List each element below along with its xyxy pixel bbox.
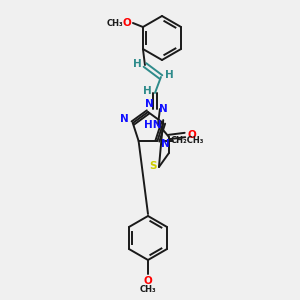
- Text: CH₂CH₃: CH₂CH₃: [171, 136, 204, 146]
- Text: H: H: [133, 59, 141, 69]
- Text: CH₃: CH₃: [140, 286, 156, 295]
- Text: N: N: [161, 139, 170, 149]
- Text: H: H: [165, 70, 173, 80]
- Text: O: O: [144, 276, 152, 286]
- Text: N: N: [120, 114, 129, 124]
- Text: H: H: [142, 86, 151, 96]
- Text: N: N: [159, 104, 167, 114]
- Text: O: O: [188, 130, 196, 140]
- Text: O: O: [123, 18, 131, 28]
- Text: HN: HN: [144, 120, 162, 130]
- Text: N: N: [145, 99, 153, 109]
- Text: S: S: [149, 161, 157, 171]
- Text: CH₃: CH₃: [106, 19, 123, 28]
